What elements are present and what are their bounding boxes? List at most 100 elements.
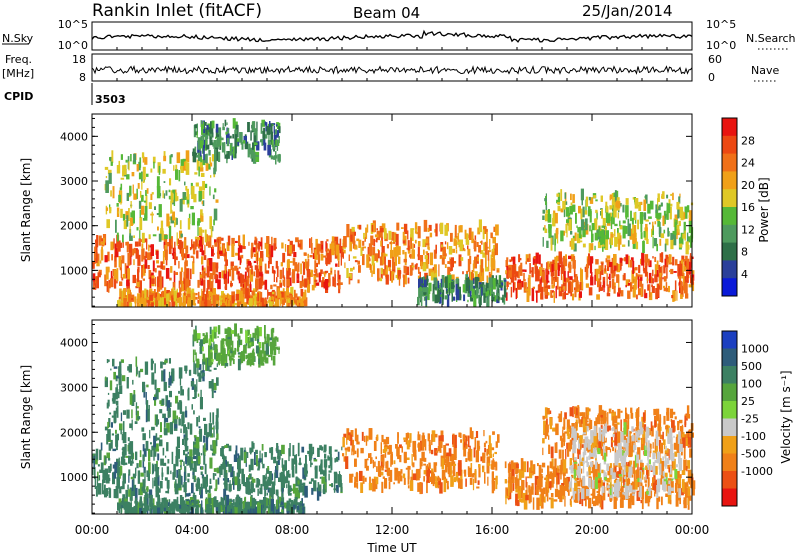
range-cell [569,240,572,247]
range-cell [168,378,172,386]
range-cell [410,234,413,238]
range-cell [259,265,262,273]
range-cell [157,467,160,470]
range-cell [203,417,206,421]
range-cell [544,213,549,222]
range-cell [241,142,244,150]
range-cell [580,188,584,201]
range-cell [522,492,526,500]
range-cell [231,350,235,358]
range-cell [435,286,437,290]
range-cell [474,437,477,450]
range-cell [210,448,214,451]
range-cell [205,163,208,166]
range-cell [383,253,388,257]
range-cell [593,481,596,489]
range-cell [191,404,193,410]
range-cell [180,267,183,272]
range-cell [622,225,626,239]
range-cell [320,269,323,274]
range-cell [274,469,278,478]
range-cell [640,459,643,463]
range-cell [148,474,150,481]
range-cell [182,158,187,162]
range-cell [364,477,367,482]
range-cell [681,432,685,441]
range-cell [197,147,202,161]
range-cell [200,466,203,470]
range-cell [111,150,114,163]
range-cell [488,272,491,280]
range-cell [270,341,273,355]
range-cell [131,479,134,492]
range-cell [193,492,196,495]
range-cell [602,486,606,501]
range-cell [242,140,246,144]
range-cell [173,193,176,206]
range-cell [443,454,446,465]
range-cell [291,300,295,306]
range-cell [450,232,453,242]
range-cell [324,271,326,277]
range-cell [112,464,117,469]
range-cell [586,420,589,423]
range-cell [421,435,425,447]
range-cell [169,402,172,407]
range-cell [573,243,577,252]
range-cell [313,459,318,462]
range-cell [358,224,362,230]
range-cell [189,449,193,460]
range-cell [329,250,332,263]
range-cell [276,139,279,151]
range-cell [623,273,626,281]
range-cell [341,446,343,451]
range-cell [299,280,303,289]
range-cell [614,419,618,424]
range-cell [666,407,670,421]
range-cell [273,243,276,251]
range-cell [688,495,692,501]
range-cell [544,198,547,202]
range-cell [550,237,553,251]
range-cell [154,206,156,210]
range-cell [451,478,454,485]
range-cell [468,227,472,240]
range-cell [110,368,112,371]
range-cell [232,134,234,139]
range-cell [121,375,126,382]
range-cell [152,156,156,164]
range-cell [310,455,312,468]
range-cell [276,124,278,127]
range-cell [400,469,403,474]
range-cell [667,203,671,214]
range-cell [267,466,270,471]
range-cell [453,477,457,483]
range-cell [141,178,143,190]
range-cell [117,211,120,214]
range-cell [205,128,208,135]
range-cell [403,437,407,440]
range-cell [539,476,544,479]
range-cell [162,413,166,419]
range-cell [553,499,558,502]
range-cell [458,460,462,472]
range-cell [145,392,147,405]
range-cell [421,279,424,292]
range-cell [480,456,484,462]
range-cell [238,266,241,269]
range-cell [427,227,430,232]
range-cell [686,205,690,213]
range-cell [301,275,304,287]
range-cell [241,297,245,307]
range-cell [648,216,652,219]
range-cell [137,304,141,307]
range-cell [115,434,119,447]
range-cell [148,202,152,209]
range-cell [212,412,215,425]
range-cell [248,241,250,246]
range-cell [202,229,205,233]
range-cell [212,194,215,200]
range-cell [252,121,256,131]
range-cell [234,134,237,141]
range-cell [197,224,199,236]
